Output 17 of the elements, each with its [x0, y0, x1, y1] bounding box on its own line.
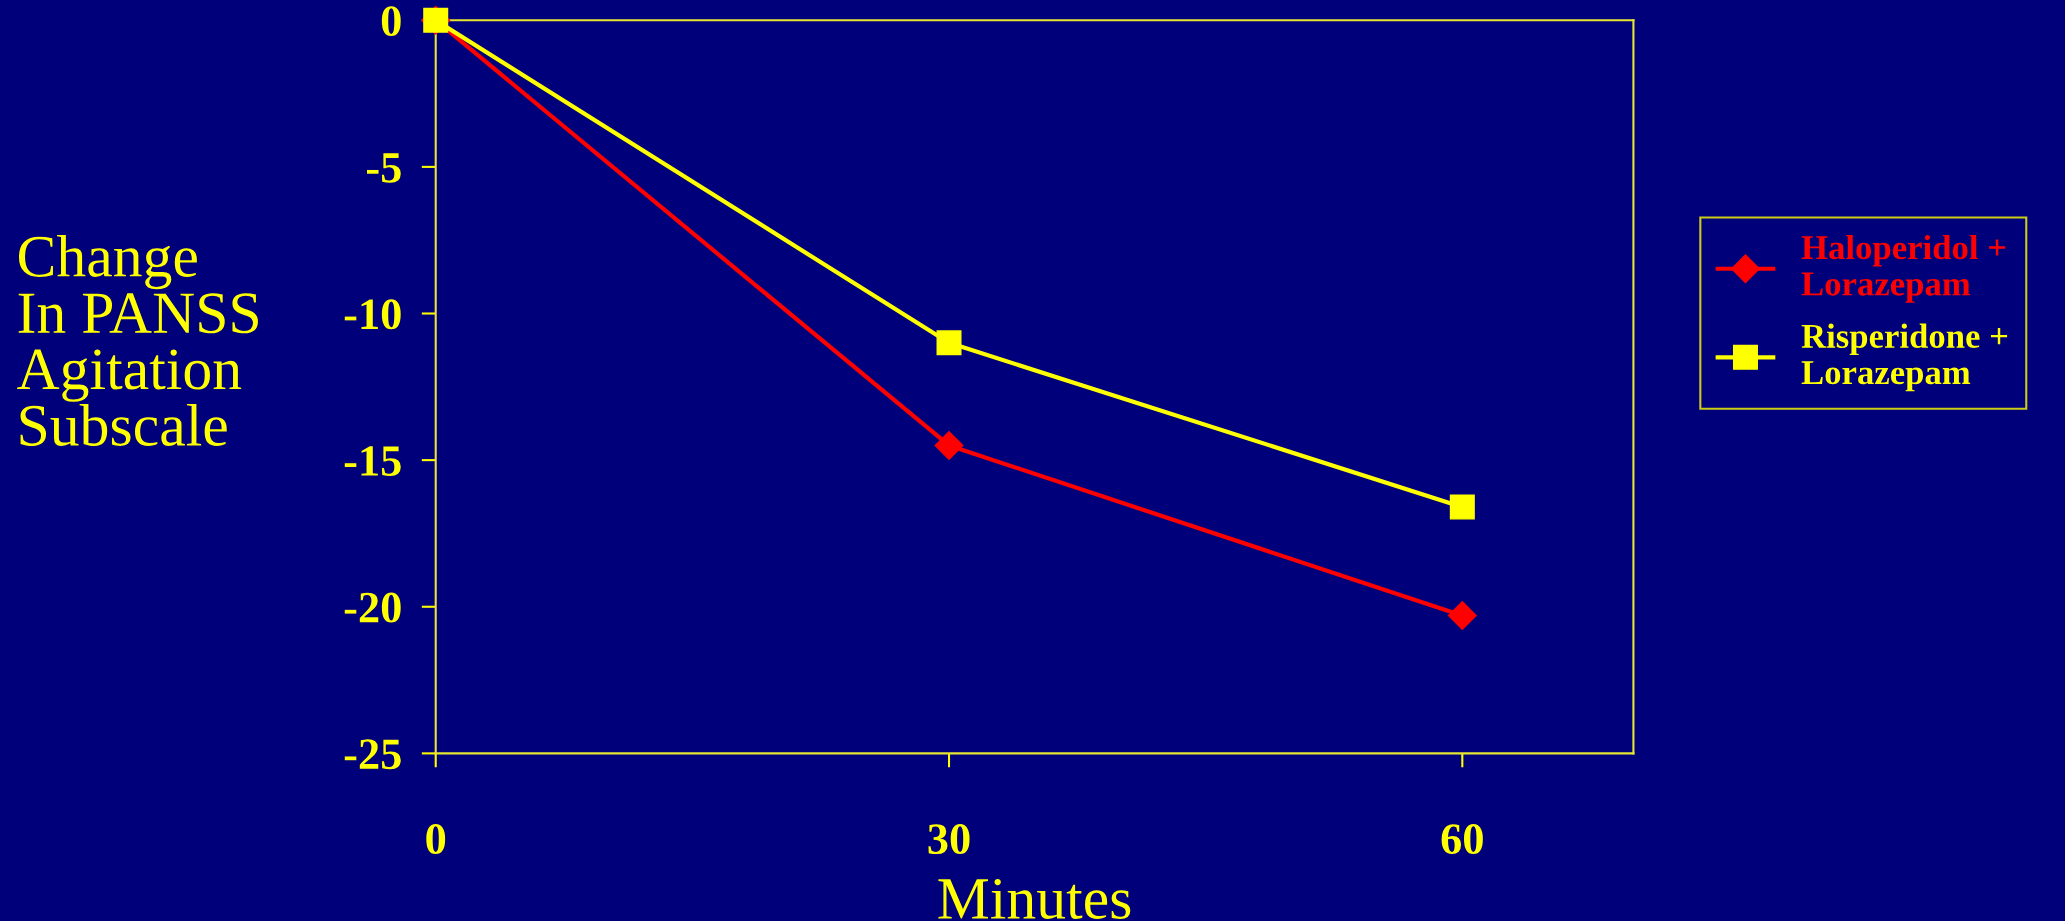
y-tick-label: -5: [366, 153, 401, 183]
legend-label: Haloperidol + Lorazepam: [1801, 234, 2006, 303]
y-tick-label: 0: [381, 6, 401, 37]
y-axis-title: Change In PANSS Agitation Subscale: [17, 234, 258, 446]
y-tick-label: -20: [344, 592, 401, 623]
y-tick-label: -25: [344, 739, 401, 770]
y-tick-label: -15: [344, 446, 401, 476]
point: [934, 431, 964, 460]
legend-label: Risperidone + Lorazepam: [1801, 323, 2008, 392]
point: [936, 330, 962, 356]
y-tick-label: -10: [344, 299, 401, 330]
x-tick-label: 60: [1441, 824, 1483, 855]
x-tick-label: 0: [426, 824, 446, 855]
point: [1449, 494, 1475, 520]
x-axis-title: Minutes: [938, 878, 1131, 920]
point: [1447, 601, 1477, 630]
x-tick-label: 30: [928, 824, 970, 855]
